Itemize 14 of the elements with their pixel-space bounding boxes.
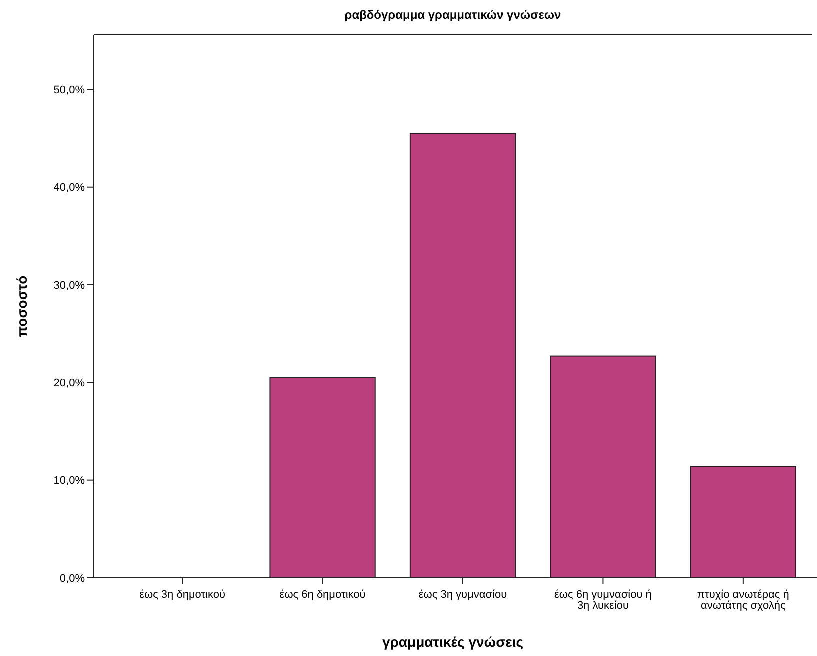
- y-tick-label: 20,0%: [54, 378, 86, 390]
- x-tick-label: έως 3η δημοτικού: [140, 589, 226, 601]
- x-tick-label: έως 6η γυμνασίου ή 3η λυκείου: [554, 589, 652, 612]
- y-tick-label: 10,0%: [54, 475, 86, 488]
- y-tick-label: 30,0%: [54, 280, 86, 292]
- y-axis-title: ποσοστό: [14, 276, 30, 338]
- y-tick-label: 50,0%: [54, 84, 86, 97]
- x-tick-label: έως 3η γυμνασίου: [418, 589, 508, 601]
- y-tick-label: 0,0%: [60, 572, 86, 585]
- x-axis-title: γραμματικές γνώσεις: [382, 634, 524, 650]
- y-tick-label: 40,0%: [54, 182, 86, 194]
- chart-title: ραβδόγραμμα γραμματικών γνώσεων: [344, 8, 562, 22]
- x-tick-label: πτυχίο ανωτέρας ή ανωτάτης σχολής: [697, 589, 790, 612]
- x-tick-label: έως 6η δημοτικού: [280, 589, 366, 601]
